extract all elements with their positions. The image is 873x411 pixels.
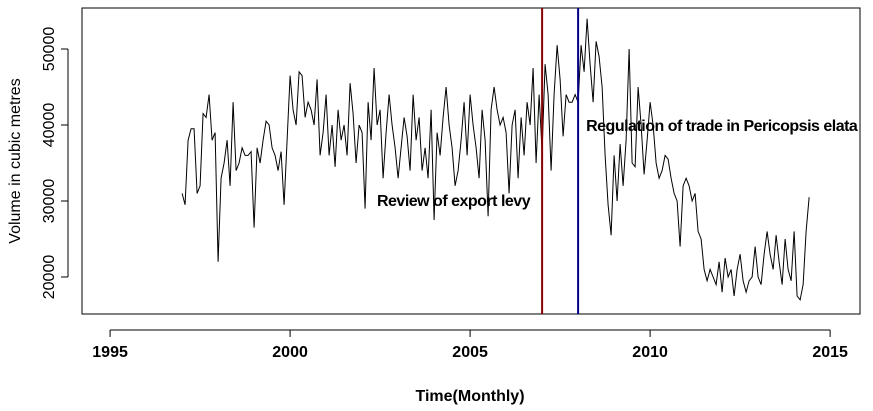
x-tick-label: 1995 xyxy=(92,344,128,361)
y-tick-label: 30000 xyxy=(41,179,58,224)
y-tick-label: 20000 xyxy=(41,255,58,300)
y-axis-label: Volume in cubic metres xyxy=(7,78,24,243)
data-line xyxy=(181,18,810,301)
y-tick-label: 40000 xyxy=(41,103,58,148)
x-axis-label: Time(Monthly) xyxy=(415,388,524,405)
x-tick-label: 2005 xyxy=(452,344,488,361)
x-tick-label: 2010 xyxy=(632,344,668,361)
y-tick-label: 50000 xyxy=(41,27,58,72)
plot-frame xyxy=(81,7,861,315)
x-tick-label: 2000 xyxy=(272,344,308,361)
annotation: Review of export levy xyxy=(377,193,531,210)
annotation: Regulation of trade in Pericopsis elata xyxy=(586,118,858,135)
x-tick-label: 2015 xyxy=(812,344,848,361)
